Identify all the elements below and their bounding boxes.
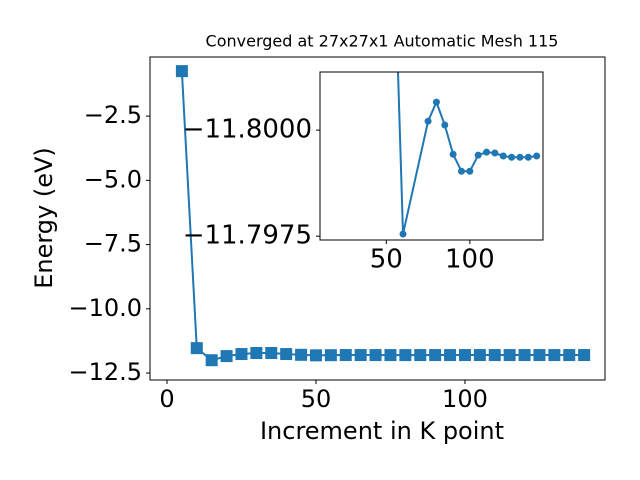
x-tick-label: 50 [370, 245, 403, 275]
y-tick-label: −2.5 [84, 101, 142, 129]
marker [324, 349, 337, 362]
y-tick-label: −5.0 [84, 165, 142, 193]
marker [432, 98, 440, 106]
marker [516, 153, 524, 161]
y-tick-label: −7.5 [84, 230, 142, 258]
marker [339, 349, 352, 362]
x-tick-label: 100 [445, 245, 495, 275]
marker [503, 349, 516, 362]
x-axis-label: Increment in K point [260, 417, 504, 445]
marker [265, 347, 278, 360]
marker [491, 149, 499, 157]
marker [295, 348, 308, 361]
marker [369, 349, 382, 362]
marker [473, 349, 486, 362]
marker [399, 230, 407, 238]
marker [444, 349, 457, 362]
marker [548, 349, 561, 362]
marker [533, 152, 541, 160]
y-tick-label: −10.0 [68, 294, 142, 322]
marker [483, 148, 491, 156]
marker [508, 153, 516, 161]
marker [250, 347, 263, 360]
marker [190, 342, 203, 355]
marker [424, 117, 432, 125]
plot-content [175, 65, 591, 367]
series-line [180, 71, 585, 362]
series-line [397, 72, 537, 235]
marker [524, 153, 532, 161]
marker [414, 349, 427, 362]
marker [457, 167, 465, 175]
marker [466, 167, 474, 175]
marker [309, 349, 322, 362]
marker [429, 349, 442, 362]
marker [533, 349, 546, 362]
marker [220, 350, 233, 363]
x-tick-label: 50 [301, 385, 332, 413]
marker [235, 348, 248, 361]
marker [499, 152, 507, 160]
axes-frame [149, 56, 606, 381]
marker [354, 349, 367, 362]
plot-content [397, 72, 541, 238]
y-axis-label: Energy (eV) [30, 147, 58, 289]
marker [205, 354, 218, 367]
marker [399, 349, 412, 362]
marker [449, 150, 457, 158]
y-tick-label: −12.5 [68, 358, 142, 386]
y-tick-label: −11.7975 [183, 221, 312, 251]
marker [578, 349, 591, 362]
chart-title: Converged at 27x27x1 Automatic Mesh 115 [206, 32, 559, 51]
x-tick-label: 0 [159, 385, 174, 413]
axes-frame [319, 71, 544, 241]
x-tick-label: 100 [442, 385, 488, 413]
marker [175, 65, 188, 78]
marker [441, 121, 449, 129]
marker [384, 349, 397, 362]
marker [280, 348, 293, 361]
marker [563, 349, 576, 362]
y-tick-label: −11.8000 [183, 115, 312, 145]
axes: 50 100 −11.8000 −11.7975 [183, 71, 544, 275]
marker [518, 349, 531, 362]
marker [488, 349, 501, 362]
marker [474, 151, 482, 159]
marker [458, 349, 471, 362]
